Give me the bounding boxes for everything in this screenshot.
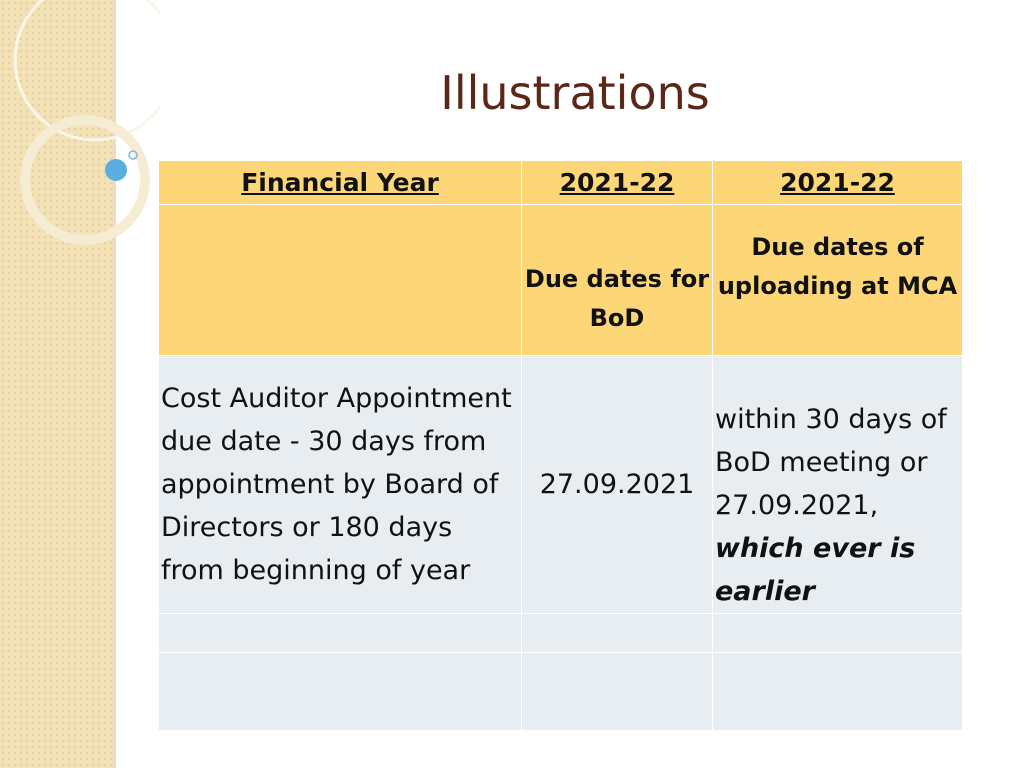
slide-title: Illustrations: [440, 66, 710, 120]
row: Cost Auditor Appointment due date - 30 d…: [158, 355, 963, 614]
cell: within 30 days of BoD meeting or 27.09.2…: [712, 355, 963, 614]
decor-dot: [105, 159, 127, 181]
cell-text: within 30 days of BoD meeting or 27.09.2…: [715, 356, 960, 613]
decor-ring: [20, 115, 150, 245]
row: [158, 652, 963, 731]
decor-circles: [13, 0, 160, 245]
cell: Due dates for BoD: [521, 204, 713, 356]
cell-text: within 30 days of BoD meeting or 27.09.2…: [715, 404, 947, 521]
cell: [158, 613, 522, 653]
cell: Cost Auditor Appointment due date - 30 d…: [158, 355, 522, 614]
cell: [158, 652, 522, 731]
cell: [712, 652, 963, 731]
decor-ring: [13, 0, 160, 142]
header-cell: 2021-22: [521, 160, 713, 205]
header-cell: Financial Year: [158, 160, 522, 205]
cell: 27.09.2021: [521, 355, 713, 614]
decor-dot: [128, 150, 138, 160]
emphasis-text: which ever is earlier: [715, 533, 916, 607]
cell: Due dates of uploading at MCA: [712, 204, 963, 356]
row: [158, 613, 963, 653]
cell: [521, 613, 713, 653]
cell: [521, 652, 713, 731]
cell: [158, 204, 522, 356]
table: Financial Year 2021-22 2021-22 Due dates…: [158, 160, 963, 731]
cell-text: Due dates for BoD: [524, 265, 710, 332]
row: Due dates for BoD Due dates of uploading…: [158, 204, 963, 356]
header-cell: 2021-22: [712, 160, 963, 205]
cell-text: Due dates of uploading at MCA: [717, 233, 958, 300]
decor-edge: [112, 0, 116, 768]
cell: [712, 613, 963, 653]
header-row: Financial Year 2021-22 2021-22: [158, 160, 963, 205]
